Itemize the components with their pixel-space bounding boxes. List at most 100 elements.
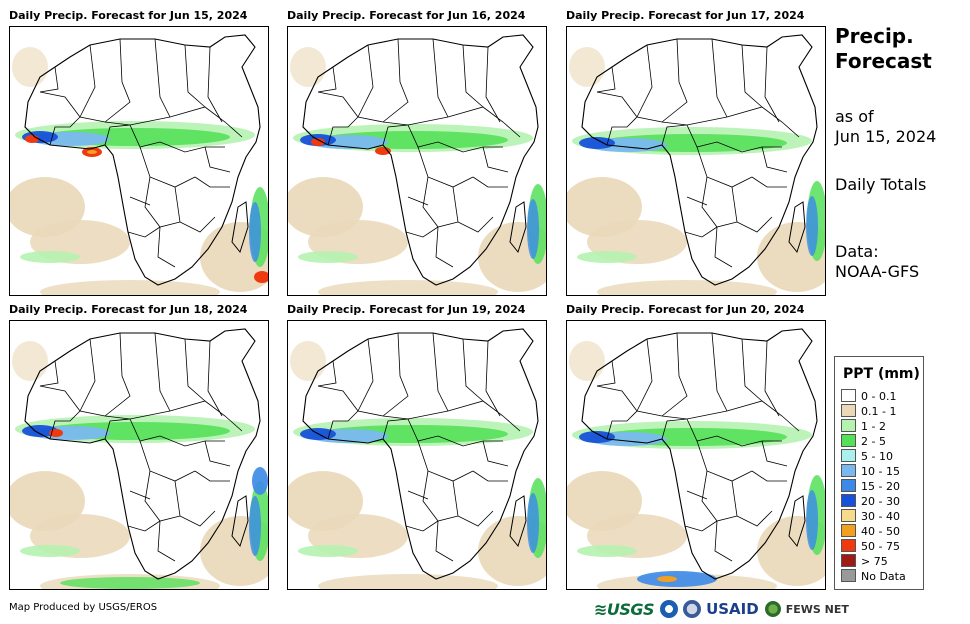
country-border (39, 360, 59, 387)
precip-area (12, 47, 48, 87)
country-border (485, 46, 501, 123)
precip-area (806, 196, 818, 256)
legend-swatch (841, 449, 856, 462)
precip-area (254, 271, 268, 283)
country-border (764, 340, 780, 417)
legend-swatch (841, 554, 856, 567)
side-title-line2: Forecast (835, 49, 932, 73)
coastline (302, 34, 539, 286)
country-border (435, 520, 454, 562)
legend-item: 0 - 0.1 (841, 389, 896, 403)
madagascar-outline (231, 201, 249, 254)
country-border (741, 44, 763, 108)
legend-label: 20 - 30 (861, 495, 900, 508)
legend-label: 0 - 0.1 (861, 390, 897, 403)
country-border (129, 418, 225, 447)
legend-label: No Data (861, 570, 906, 583)
country-border (154, 332, 171, 412)
legend-swatch (841, 569, 856, 582)
legend-swatch (841, 479, 856, 492)
as-of-label: as of (835, 107, 874, 126)
coastline (302, 328, 539, 580)
country-border (452, 186, 494, 233)
country-border (686, 418, 782, 447)
country-border (606, 410, 638, 440)
usgs-logo: ≋USGS (594, 599, 655, 619)
legend-swatch (841, 389, 856, 402)
country-border (405, 226, 439, 238)
country-border (714, 520, 733, 562)
noaa-logo-icon (660, 600, 679, 618)
data-label: Data: (835, 242, 879, 261)
nasa-seal-icon (683, 600, 702, 618)
legend-label: 15 - 20 (861, 480, 900, 493)
legend-label: 2 - 5 (861, 435, 886, 448)
country-border (701, 470, 738, 522)
country-border (154, 38, 171, 118)
country-border (751, 470, 787, 482)
country-border (636, 338, 653, 412)
country-border (731, 480, 773, 527)
legend-item: 1 - 2 (841, 419, 886, 433)
africa-map (567, 34, 825, 295)
precip-area (249, 202, 261, 262)
country-border (435, 226, 454, 268)
legend-swatch (841, 434, 856, 447)
country-border (194, 470, 230, 482)
country-border (731, 186, 773, 233)
country-border (761, 440, 788, 467)
country-border (407, 124, 503, 153)
country-border (79, 338, 96, 412)
precip-area (579, 137, 615, 149)
country-border (129, 196, 151, 206)
country-border (382, 418, 409, 440)
country-border (452, 480, 494, 527)
fews-net-logo: FEWS NET (785, 602, 849, 616)
country-border (382, 124, 409, 146)
coastline (24, 34, 261, 286)
africa-map (288, 34, 546, 295)
country-border (382, 332, 409, 417)
country-border (462, 44, 484, 108)
precip-map (9, 26, 269, 296)
country-border (606, 116, 638, 146)
precip-area (597, 280, 777, 295)
credit-text: Map Produced by USGS/EROS (9, 602, 158, 613)
country-border (422, 470, 459, 522)
country-border (174, 186, 216, 233)
country-border (432, 332, 449, 412)
precip-area (20, 545, 80, 557)
country-border (127, 226, 161, 238)
africa-map (10, 34, 268, 295)
precip-area (40, 280, 220, 295)
legend-swatch (841, 524, 856, 537)
country-border (661, 418, 688, 440)
precip-area (87, 150, 97, 154)
precip-map (566, 26, 826, 296)
precip-area (20, 251, 80, 263)
precip-area (298, 545, 358, 557)
country-border (174, 480, 216, 527)
coastline (24, 328, 261, 580)
legend-item: 50 - 75 (841, 539, 900, 553)
legend-item: > 75 (841, 554, 888, 568)
country-border (357, 44, 374, 118)
panel-title: Daily Precip. Forecast for Jun 20, 2024 (566, 303, 805, 316)
precip-map (287, 26, 547, 296)
legend-swatch (841, 404, 856, 417)
country-border (696, 146, 753, 188)
country-border (701, 176, 738, 228)
country-border (741, 338, 763, 402)
country-border (596, 360, 616, 387)
country-border (327, 410, 359, 440)
legend-item: 0.1 - 1 (841, 404, 896, 418)
precip-area (298, 251, 358, 263)
country-border (482, 146, 509, 173)
precip-area (806, 490, 818, 550)
precip-area (60, 577, 200, 589)
legend-title: PPT (mm) (843, 366, 920, 382)
legend-item: 2 - 5 (841, 434, 886, 448)
country-border (317, 66, 337, 93)
country-border (357, 338, 374, 412)
legend-label: 1 - 2 (861, 420, 886, 433)
